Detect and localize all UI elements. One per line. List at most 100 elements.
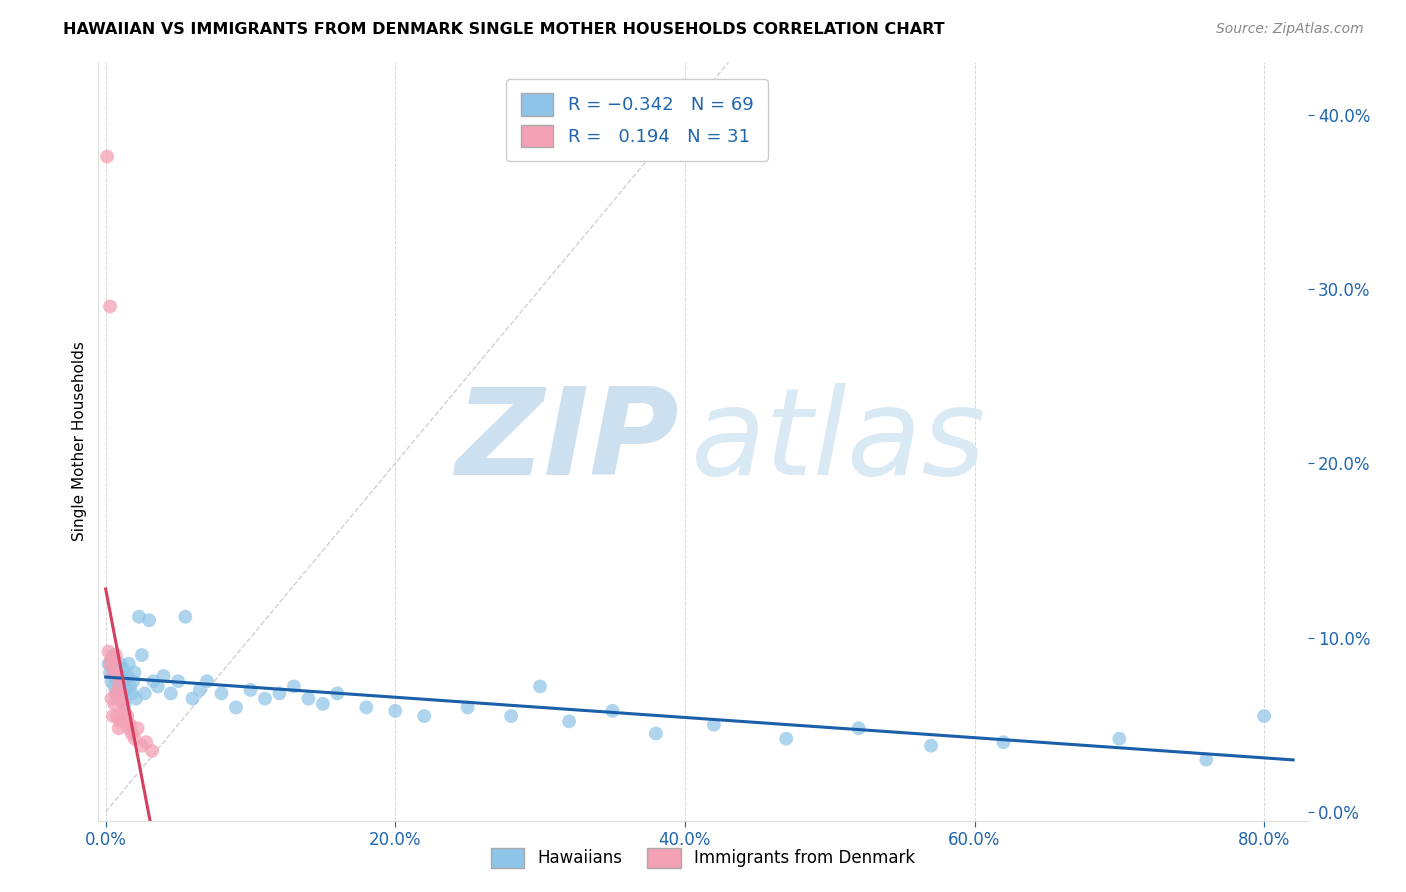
Point xyxy=(110,691,132,706)
Point xyxy=(239,682,262,697)
Point xyxy=(107,721,129,735)
Point xyxy=(105,669,128,683)
Point xyxy=(283,680,305,694)
Point xyxy=(100,674,122,689)
Point xyxy=(100,691,122,706)
Point xyxy=(108,657,131,671)
Point xyxy=(121,686,143,700)
Point xyxy=(118,657,141,671)
Point xyxy=(100,651,122,665)
Point xyxy=(98,300,121,314)
Point xyxy=(269,686,291,700)
Point xyxy=(134,686,156,700)
Point xyxy=(384,704,406,718)
Point xyxy=(103,697,125,711)
Point xyxy=(775,731,797,746)
Point xyxy=(105,709,128,723)
Point xyxy=(188,682,211,697)
Point xyxy=(105,691,128,706)
Point xyxy=(138,613,160,627)
Point xyxy=(501,709,523,723)
Point xyxy=(108,686,131,700)
Point xyxy=(114,704,136,718)
Point xyxy=(167,674,190,689)
Point xyxy=(98,665,121,680)
Point xyxy=(141,744,163,758)
Point xyxy=(131,739,153,753)
Point xyxy=(117,669,139,683)
Point xyxy=(159,686,181,700)
Point xyxy=(108,680,131,694)
Point xyxy=(104,686,127,700)
Point xyxy=(118,721,141,735)
Point xyxy=(848,721,870,735)
Point xyxy=(103,680,125,694)
Point xyxy=(529,680,551,694)
Point xyxy=(112,662,135,676)
Point xyxy=(107,674,129,689)
Point xyxy=(142,674,165,689)
Point xyxy=(413,709,436,723)
Point xyxy=(104,648,127,662)
Point xyxy=(110,669,132,683)
Text: ZIP: ZIP xyxy=(456,383,679,500)
Point xyxy=(125,691,148,706)
Point xyxy=(356,700,378,714)
Point xyxy=(312,697,335,711)
Point xyxy=(101,709,124,723)
Point xyxy=(98,657,121,671)
Point xyxy=(105,665,128,680)
Point xyxy=(101,648,124,662)
Point xyxy=(131,648,153,662)
Point xyxy=(253,691,276,706)
Point xyxy=(103,657,125,671)
Point xyxy=(297,691,319,706)
Point xyxy=(97,657,120,671)
Legend: Hawaiians, Immigrants from Denmark: Hawaiians, Immigrants from Denmark xyxy=(484,841,922,875)
Point xyxy=(110,691,132,706)
Point xyxy=(107,682,129,697)
Point xyxy=(117,709,139,723)
Point xyxy=(104,686,127,700)
Point xyxy=(120,718,142,732)
Point xyxy=(703,718,725,732)
Point xyxy=(135,735,157,749)
Point xyxy=(107,680,129,694)
Point xyxy=(457,700,479,714)
Point xyxy=(558,714,581,729)
Point xyxy=(115,714,138,729)
Point xyxy=(104,657,127,671)
Point xyxy=(181,691,204,706)
Point xyxy=(101,665,124,680)
Point xyxy=(96,150,118,164)
Text: Source: ZipAtlas.com: Source: ZipAtlas.com xyxy=(1216,22,1364,37)
Y-axis label: Single Mother Households: Single Mother Households xyxy=(72,342,87,541)
Point xyxy=(112,686,135,700)
Point xyxy=(174,609,197,624)
Point xyxy=(100,651,122,665)
Point xyxy=(602,704,624,718)
Legend: R = −0.342   N = 69, R =   0.194   N = 31: R = −0.342 N = 69, R = 0.194 N = 31 xyxy=(506,79,768,161)
Point xyxy=(103,669,125,683)
Point xyxy=(211,686,233,700)
Point xyxy=(645,726,668,740)
Point xyxy=(326,686,349,700)
Point xyxy=(124,731,146,746)
Point xyxy=(1195,753,1218,767)
Point xyxy=(146,680,169,694)
Point xyxy=(101,662,124,676)
Point xyxy=(115,682,138,697)
Point xyxy=(122,674,145,689)
Point xyxy=(920,739,942,753)
Point xyxy=(128,609,150,624)
Point xyxy=(124,665,146,680)
Text: HAWAIIAN VS IMMIGRANTS FROM DENMARK SINGLE MOTHER HOUSEHOLDS CORRELATION CHART: HAWAIIAN VS IMMIGRANTS FROM DENMARK SING… xyxy=(63,22,945,37)
Point xyxy=(127,721,149,735)
Point xyxy=(152,669,174,683)
Point xyxy=(112,697,135,711)
Point xyxy=(114,697,136,711)
Point xyxy=(120,680,142,694)
Text: atlas: atlas xyxy=(690,383,986,500)
Point xyxy=(225,700,247,714)
Point xyxy=(114,674,136,689)
